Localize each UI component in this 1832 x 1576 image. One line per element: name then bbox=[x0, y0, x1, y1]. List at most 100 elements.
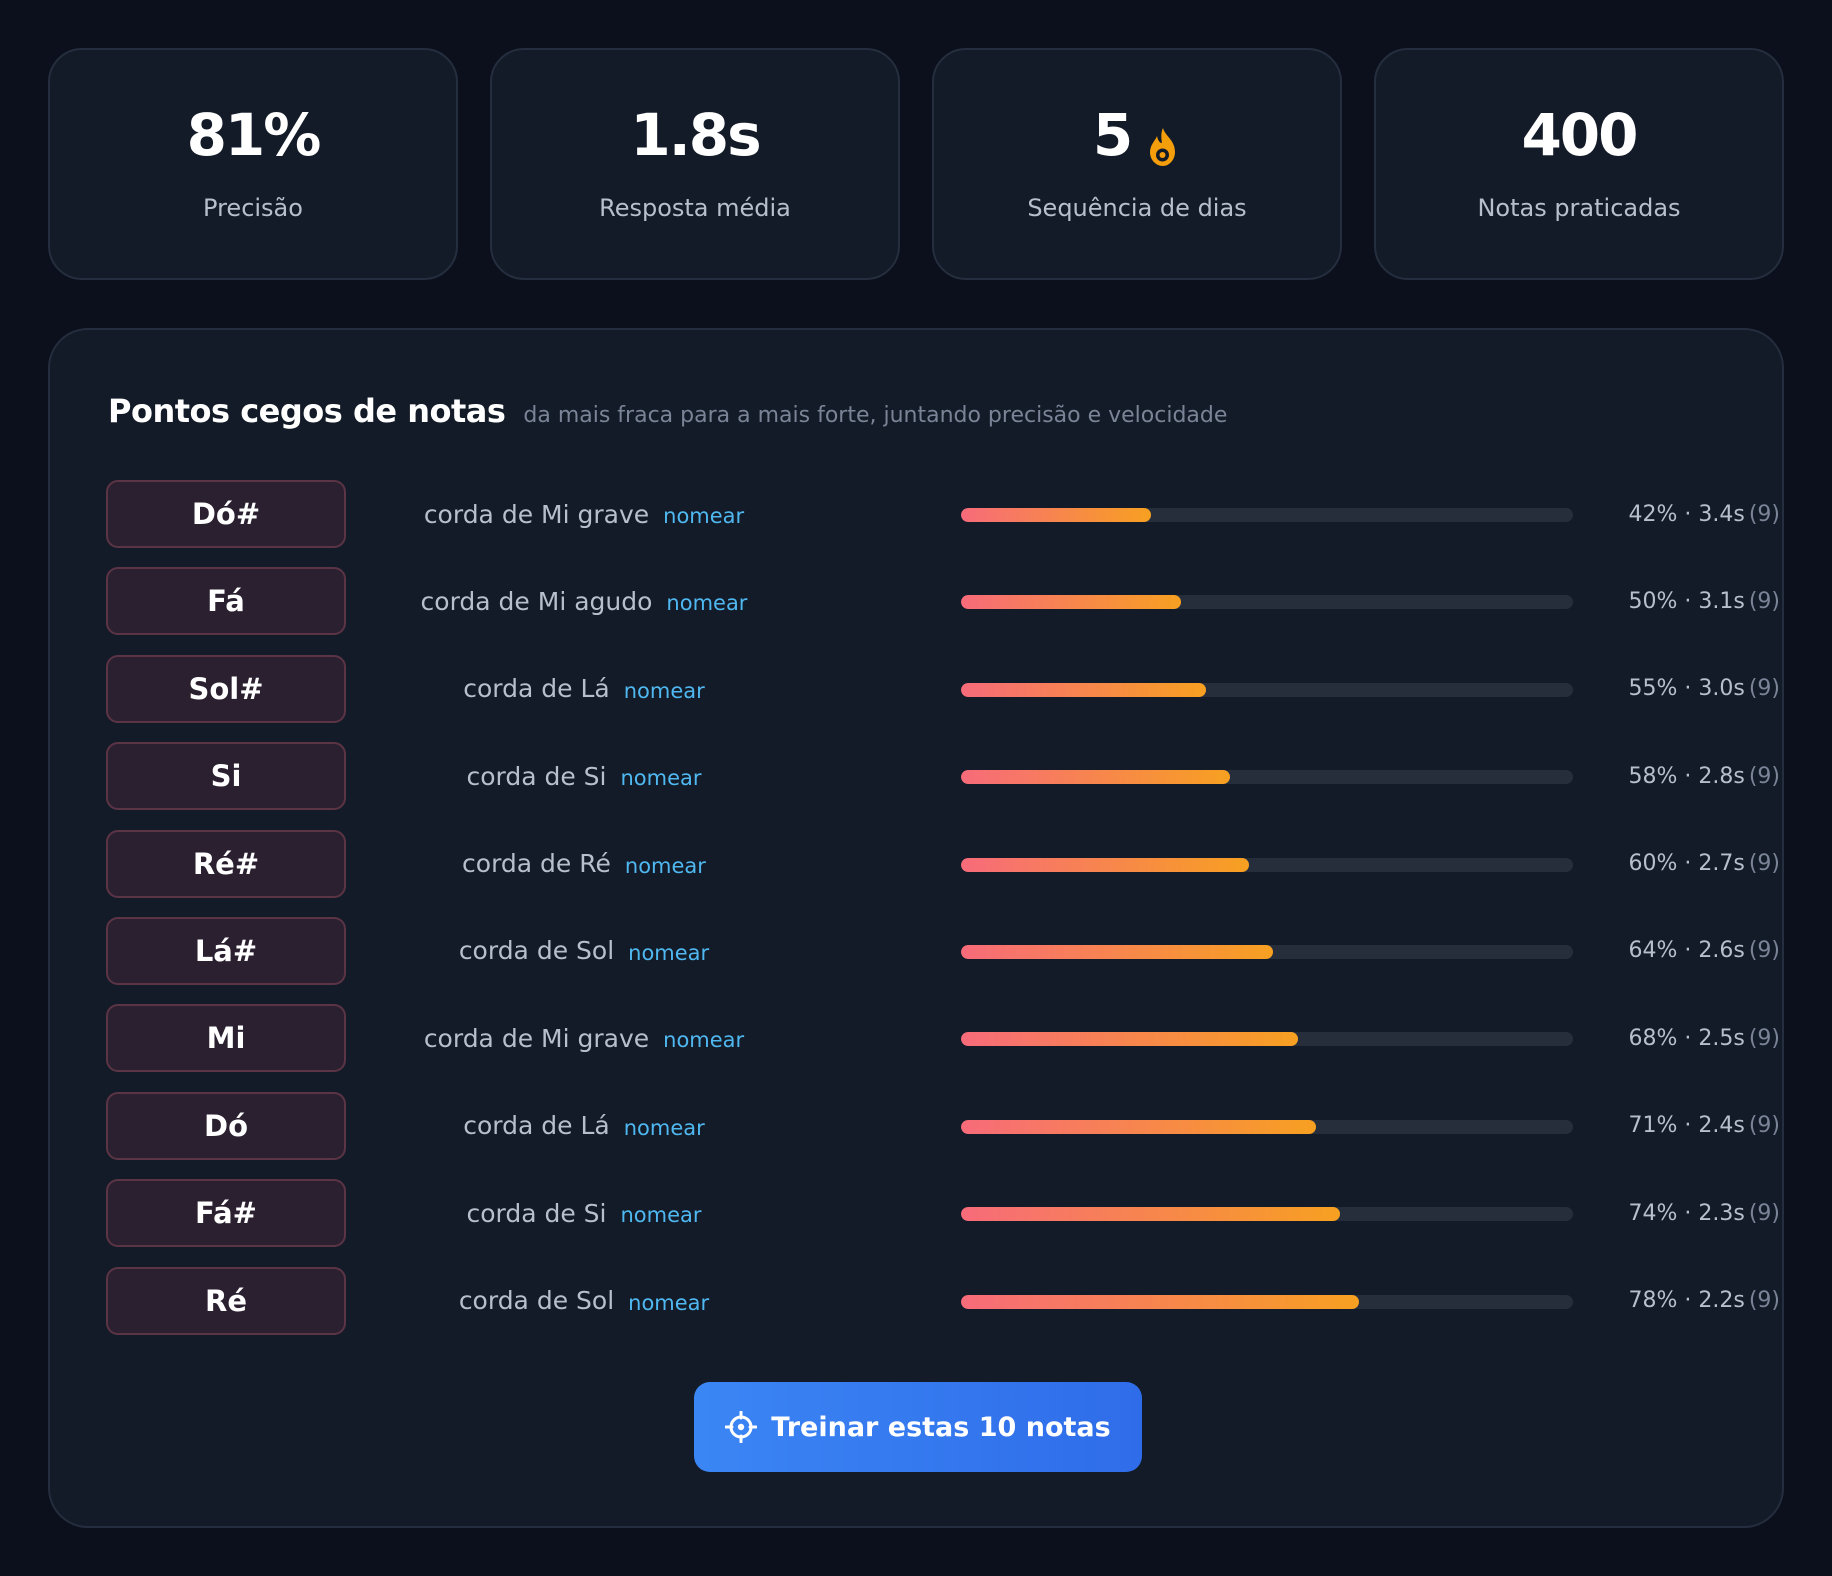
accuracy-time-text: 74% · 2.3s bbox=[1628, 1200, 1745, 1226]
note-badge[interactable]: Mi bbox=[106, 1004, 346, 1073]
string-name: corda de Sol bbox=[458, 1286, 615, 1316]
blind-spot-row: Sol# corda de Lá nomear 55% · 3.0s (9) bbox=[106, 654, 1780, 742]
note-badge[interactable]: Dó# bbox=[106, 480, 346, 548]
accuracy-bar-track bbox=[961, 770, 1573, 785]
attempt-count: (9) bbox=[1748, 501, 1780, 527]
accuracy-bar-fill bbox=[961, 857, 1249, 872]
note-badge[interactable]: Ré bbox=[106, 1266, 346, 1335]
name-link[interactable]: nomear bbox=[624, 853, 706, 878]
panel-subtitle: da mais fraca para a mais forte, juntand… bbox=[523, 403, 1228, 428]
name-link[interactable]: nomear bbox=[623, 1115, 705, 1140]
accuracy-bar-fill bbox=[961, 1294, 1359, 1309]
string-cell: corda de Ré nomear bbox=[406, 830, 762, 898]
note-badge[interactable]: Lá# bbox=[106, 916, 346, 985]
note-badge[interactable]: Fá# bbox=[106, 1179, 346, 1248]
string-cell: corda de Lá nomear bbox=[406, 655, 762, 723]
stat-value: 400 bbox=[1521, 101, 1638, 169]
accuracy-time-text: 64% · 2.6s bbox=[1628, 938, 1745, 964]
name-link[interactable]: nomear bbox=[628, 940, 710, 965]
note-stats: 74% · 2.3s (9) bbox=[1580, 1179, 1781, 1247]
note-stats: 64% · 2.6s (9) bbox=[1580, 917, 1781, 985]
blind-spots-list: Dó# corda de Mi grave nomear 42% · 3.4s (9) F… bbox=[106, 480, 1781, 1354]
note-stats: 60% · 2.7s (9) bbox=[1580, 830, 1781, 898]
accuracy-time-text: 42% · 3.4s bbox=[1628, 501, 1745, 527]
attempt-count: (9) bbox=[1748, 1288, 1780, 1314]
name-link[interactable]: nomear bbox=[623, 678, 705, 703]
accuracy-bar-fill bbox=[961, 595, 1182, 610]
blind-spot-row: Fá corda de Mi agudo nomear 50% · 3.1s (9) bbox=[106, 567, 1781, 654]
name-link[interactable]: nomear bbox=[620, 766, 702, 791]
accuracy-bar-track bbox=[961, 508, 1573, 522]
accuracy-value: 81% bbox=[186, 101, 322, 169]
attempt-count: (9) bbox=[1748, 851, 1780, 877]
note-stats: 68% · 2.5s (9) bbox=[1580, 1004, 1781, 1072]
attempt-count: (9) bbox=[1748, 1025, 1780, 1051]
note-badge[interactable]: Dó bbox=[106, 1091, 346, 1160]
stat-card-streak: 5 Sequência de dias bbox=[932, 48, 1342, 280]
string-cell: corda de Si nomear bbox=[406, 1179, 762, 1247]
blind-spots-panel: Pontos cegos de notas da mais fraca para… bbox=[48, 328, 1784, 1528]
attempt-count: (9) bbox=[1748, 676, 1780, 702]
blind-spot-row: Fá# corda de Si nomear 74% · 2.3s (9) bbox=[106, 1179, 1781, 1266]
accuracy-time-text: 78% · 2.2s bbox=[1628, 1288, 1745, 1314]
stat-card-notes-practiced: 400 Notas praticadas bbox=[1374, 48, 1784, 280]
note-badge[interactable]: Fá bbox=[106, 567, 346, 636]
streak-value: 5 bbox=[1092, 101, 1133, 169]
accuracy-time-text: 50% · 3.1s bbox=[1628, 588, 1745, 614]
attempt-count: (9) bbox=[1748, 763, 1780, 789]
accuracy-bar-fill bbox=[961, 770, 1231, 785]
attempt-count: (9) bbox=[1748, 1113, 1780, 1139]
response-time-value: 1.8s bbox=[630, 101, 761, 169]
string-cell: corda de Lá nomear bbox=[406, 1092, 762, 1160]
stat-label: Resposta média bbox=[599, 194, 791, 222]
blind-spot-row: Dó corda de Lá nomear 71% · 2.4s (9) bbox=[106, 1091, 1780, 1179]
string-name: corda de Mi agudo bbox=[420, 586, 653, 616]
panel-title: Pontos cegos de notas bbox=[108, 392, 506, 430]
string-name: corda de Si bbox=[466, 761, 607, 791]
accuracy-bar-track bbox=[961, 682, 1573, 697]
train-button-label: Treinar estas 10 notas bbox=[771, 1411, 1111, 1443]
name-link[interactable]: nomear bbox=[620, 1203, 702, 1228]
accuracy-time-text: 55% · 3.0s bbox=[1628, 676, 1745, 702]
blind-spot-row: Lá# corda de Sol nomear 64% · 2.6s (9) bbox=[106, 916, 1781, 1004]
stat-label: Notas praticadas bbox=[1477, 194, 1681, 222]
stat-card-response-time: 1.8s Resposta média bbox=[490, 48, 900, 280]
string-name: corda de Lá bbox=[463, 1111, 610, 1141]
accuracy-time-text: 60% · 2.7s bbox=[1628, 851, 1745, 877]
target-icon bbox=[724, 1410, 758, 1444]
accuracy-bar-fill bbox=[961, 1119, 1316, 1134]
name-link[interactable]: nomear bbox=[628, 1290, 710, 1315]
string-cell: corda de Mi grave nomear bbox=[406, 480, 762, 548]
accuracy-bar-track bbox=[961, 944, 1573, 959]
string-name: corda de Mi grave bbox=[423, 1023, 650, 1053]
note-badge[interactable]: Ré# bbox=[106, 829, 346, 898]
attempt-count: (9) bbox=[1748, 1200, 1780, 1226]
notes-practiced-value: 400 bbox=[1521, 101, 1638, 169]
train-notes-button[interactable]: Treinar estas 10 notas bbox=[694, 1382, 1142, 1472]
accuracy-time-text: 58% · 2.8s bbox=[1628, 763, 1745, 789]
accuracy-bar-track bbox=[961, 1294, 1573, 1309]
string-name: corda de Mi grave bbox=[423, 499, 650, 529]
note-stats: 78% · 2.2s (9) bbox=[1580, 1267, 1781, 1335]
string-cell: corda de Si nomear bbox=[406, 742, 762, 810]
attempt-count: (9) bbox=[1748, 588, 1780, 614]
note-badge[interactable]: Sol# bbox=[106, 654, 346, 723]
attempt-count: (9) bbox=[1748, 938, 1780, 964]
stat-value: 5 bbox=[1092, 101, 1181, 169]
name-link[interactable]: nomear bbox=[663, 504, 745, 528]
note-badge[interactable]: Si bbox=[106, 742, 346, 811]
accuracy-bar-track bbox=[961, 1119, 1573, 1134]
note-stats: 42% · 3.4s (9) bbox=[1580, 480, 1781, 548]
note-stats: 50% · 3.1s (9) bbox=[1580, 567, 1781, 635]
string-cell: corda de Sol nomear bbox=[406, 1267, 762, 1335]
string-cell: corda de Mi agudo nomear bbox=[406, 567, 762, 635]
accuracy-bar-fill bbox=[961, 1207, 1341, 1222]
stat-value: 1.8s bbox=[630, 101, 761, 169]
panel-header: Pontos cegos de notas da mais fraca para… bbox=[108, 392, 1227, 430]
name-link[interactable]: nomear bbox=[663, 1028, 745, 1053]
accuracy-bar-track bbox=[961, 1032, 1573, 1047]
accuracy-bar-fill bbox=[961, 944, 1274, 959]
string-name: corda de Sol bbox=[458, 936, 615, 966]
string-name: corda de Ré bbox=[462, 849, 611, 879]
name-link[interactable]: nomear bbox=[666, 591, 748, 616]
